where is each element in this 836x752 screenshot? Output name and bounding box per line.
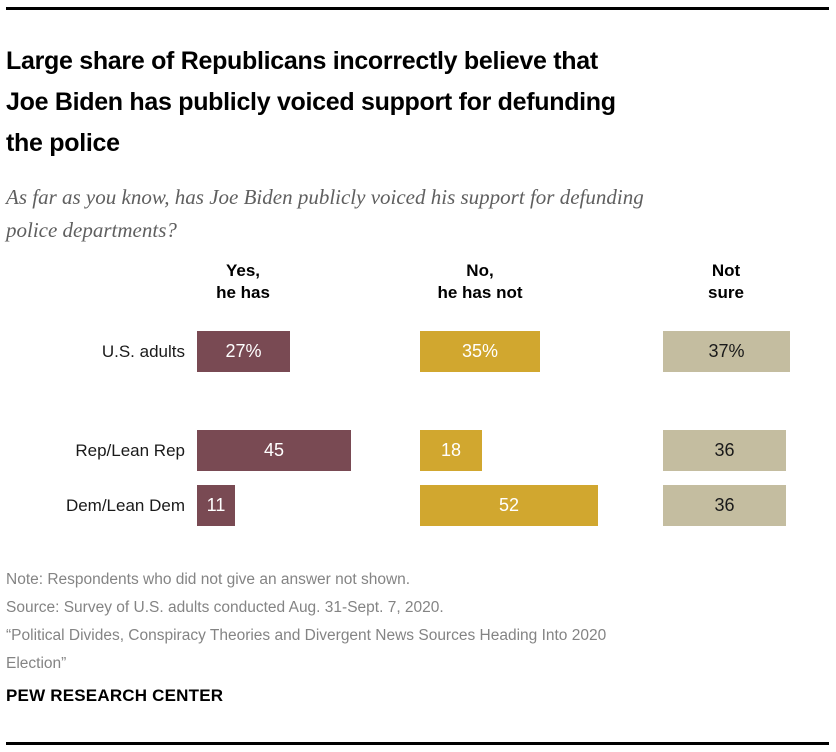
bar-dem-lean-dem-yes-he-has: 11 — [197, 485, 235, 526]
bar-u-s-adults-no-he-has-not: 35% — [420, 331, 540, 372]
bar-dem-lean-dem-not-sure: 36 — [663, 485, 786, 526]
bar-value-label: 37% — [708, 341, 745, 361]
chart-title: Large share of Republicans incorrectly b… — [6, 46, 616, 157]
bar-value-label: 27% — [225, 341, 262, 361]
note-text: Note: Respondents who did not give an an… — [6, 571, 411, 588]
footnotes: Note: Respondents who did not give an an… — [6, 566, 828, 678]
bar-value-label: 35% — [461, 341, 499, 361]
bottom-divider — [6, 742, 829, 745]
bar-chart: Yes, he has No, he has not Not sure U.S. ad… — [65, 261, 790, 526]
bar-value-label: 45 — [263, 440, 285, 460]
row-label-u-s-adults: U.S. adults — [101, 342, 185, 361]
bar-dem-lean-dem-no-he-has-not: 52 — [420, 485, 598, 526]
source-text: Source: Survey of U.S. adults conducted … — [6, 599, 444, 616]
row-label-dem-lean-dem: Dem/Lean Dem — [65, 496, 185, 515]
survey-question: As far as you know, has Joe Biden public… — [6, 185, 644, 242]
pew-research-center-wordmark: PEW RESEARCH CENTER — [6, 686, 224, 705]
bar-rep-lean-rep-no-he-has-not: 18 — [420, 430, 482, 471]
bar-value-label: 52 — [498, 495, 520, 515]
bar-value-label: 36 — [714, 495, 735, 515]
bar-u-s-adults-not-sure: 37% — [663, 331, 790, 372]
bar-value-label: 18 — [440, 440, 462, 460]
report-title-text: “Political Divides, Conspiracy Theories … — [6, 627, 607, 672]
bar-rep-lean-rep-not-sure: 36 — [663, 430, 786, 471]
column-header-not-sure: Not sure — [708, 261, 744, 302]
column-header-no-he-has-not: No, he has not — [437, 261, 523, 302]
bar-value-label: 11 — [206, 495, 226, 515]
top-divider — [6, 7, 829, 10]
column-header-yes-he-has: Yes, he has — [216, 261, 270, 302]
bar-u-s-adults-yes-he-has: 27% — [197, 331, 290, 372]
bar-value-label: 36 — [714, 440, 735, 460]
row-label-rep-lean-rep: Rep/Lean Rep — [75, 441, 185, 460]
bar-rep-lean-rep-yes-he-has: 45 — [197, 430, 351, 471]
